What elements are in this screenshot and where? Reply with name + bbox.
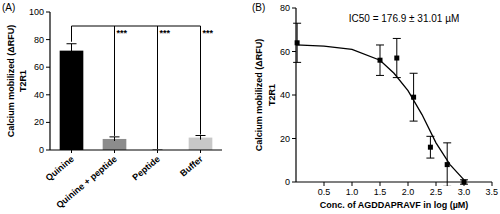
x-tick	[408, 182, 409, 186]
bar	[60, 51, 84, 150]
y-tick-label: 60	[34, 62, 44, 72]
error-bar	[196, 136, 206, 140]
figure: (A)Calcium mobilized (ΔRFU)T2R1020406080…	[0, 0, 500, 214]
x-tick	[157, 150, 158, 153]
x-tick-label: 2.0	[402, 187, 415, 197]
significance: *** *** ***	[72, 26, 214, 149]
error-bar	[67, 44, 77, 58]
significance-label: ***	[160, 28, 171, 38]
error-cap	[293, 23, 301, 24]
y-axis-label: T2R1	[18, 70, 28, 92]
error-cap	[426, 158, 434, 159]
x-tick-label: 3.5	[485, 187, 498, 197]
x-tick	[380, 182, 381, 186]
y-axis-label: Calcium mobilized (ΔRFU)	[254, 39, 264, 151]
y-tick-label: 60	[280, 47, 290, 57]
significance-label: ***	[117, 28, 128, 38]
x-tick-label: 1.0	[346, 187, 359, 197]
error-bar	[410, 73, 418, 121]
x-tick-label: 2.5	[430, 187, 443, 197]
bracket	[200, 26, 201, 135]
x-tick	[352, 182, 353, 186]
panel-b: (B) Calcium mobilized (ΔRFU)T2R1 Conc. of …	[252, 2, 498, 210]
error-cap	[376, 75, 384, 76]
y-tick-label: 40	[34, 90, 44, 100]
error-cap	[443, 142, 451, 143]
x-tick	[324, 182, 325, 186]
error-cap	[443, 186, 451, 187]
x-tick-label: Quinine	[44, 154, 76, 183]
error-cap	[293, 62, 301, 63]
panel-label: (B)	[252, 2, 265, 13]
y-tick-label: 100	[29, 7, 44, 17]
x-tick-label: 0.5	[318, 187, 331, 197]
significance-label: ***	[203, 28, 214, 38]
bracket	[114, 26, 115, 136]
y-tick-label: 20	[280, 134, 290, 144]
x-tick	[464, 182, 465, 186]
x-tick-label: 1.5	[374, 187, 387, 197]
bracket	[71, 26, 72, 42]
error-cap	[196, 135, 206, 136]
error-line	[200, 136, 201, 140]
y-tick	[46, 122, 50, 123]
y-axis-label: Calcium mobilized (ΔRFU)	[6, 25, 16, 137]
y-tick	[46, 150, 50, 151]
x-tick-label: Quinine + peptide	[54, 154, 118, 210]
fit-curve	[296, 45, 464, 180]
panel-a: (A) Calcium mobilized (ΔRFU)T2R1 0 20 40 60 80…	[2, 2, 222, 210]
y-tick-label: 0	[39, 145, 44, 155]
x-axis	[50, 149, 222, 150]
y-tick	[292, 8, 296, 9]
error-line	[114, 137, 115, 141]
error-cap	[410, 121, 418, 122]
bracket	[72, 26, 201, 27]
panel-label: (A)	[2, 2, 15, 13]
point	[428, 145, 433, 150]
x-axis	[296, 181, 492, 182]
error-cap	[67, 43, 77, 44]
marks	[293, 23, 468, 186]
y-tick	[292, 51, 296, 52]
x-tick	[436, 182, 437, 186]
y-tick-label: 40	[280, 90, 290, 100]
y-axis	[49, 12, 50, 150]
y-axis-label: T2R1	[267, 84, 277, 106]
y-tick-label: 20	[34, 117, 44, 127]
x-tick	[114, 150, 115, 153]
y-tick	[292, 182, 296, 183]
x-tick	[200, 150, 201, 153]
y-tick	[46, 94, 50, 95]
error-cap	[110, 136, 120, 137]
point	[394, 56, 399, 61]
x-tick-label: 3.0	[458, 187, 471, 197]
x-tick	[492, 182, 493, 186]
y-tick-label: 80	[280, 3, 290, 13]
y-tick	[292, 95, 296, 96]
x-tick-label: Peptide	[130, 154, 161, 183]
y-tick	[46, 12, 50, 13]
y-tick	[46, 39, 50, 40]
bracket	[157, 26, 158, 149]
error-cap	[376, 44, 384, 45]
y-tick-label: 80	[34, 35, 44, 45]
y-tick-label: 0	[285, 177, 290, 187]
error-bar	[393, 38, 401, 77]
error-bar	[293, 23, 301, 62]
y-tick	[46, 67, 50, 68]
x-tick-label: Buffer	[178, 154, 205, 179]
y-tick	[292, 138, 296, 139]
x-axis-label: Conc. of AGDDAPRAVF in log (µM)	[320, 200, 469, 210]
error-line	[71, 44, 72, 58]
error-cap	[393, 38, 401, 39]
error-bar	[110, 137, 120, 141]
x-tick	[71, 150, 72, 153]
title: IC50 = 176.9 ± 31.01 µM	[349, 13, 459, 24]
marks	[60, 44, 213, 150]
error-cap	[410, 73, 418, 74]
error-bar	[426, 136, 434, 158]
